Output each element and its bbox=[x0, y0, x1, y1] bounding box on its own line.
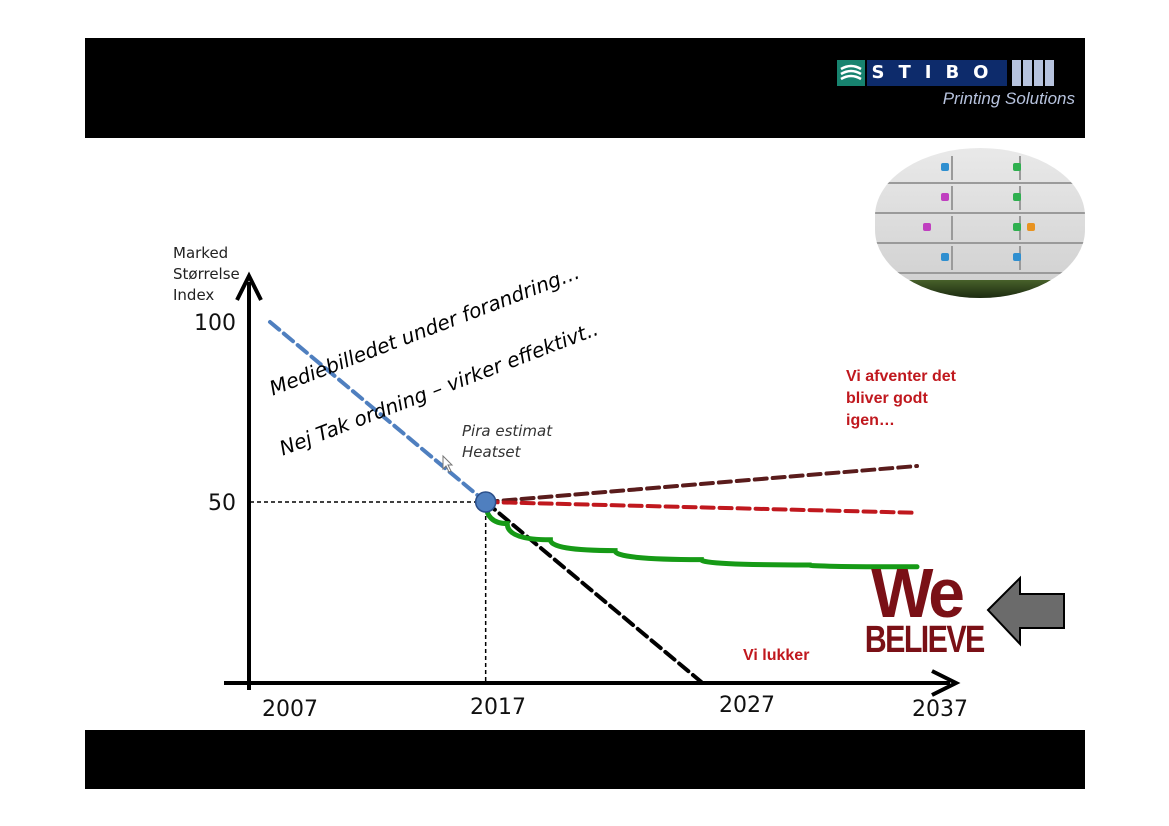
stibo-logo-icon bbox=[837, 60, 865, 86]
series-line-we-believe bbox=[483, 499, 920, 570]
y-label-line: Marked bbox=[173, 244, 229, 262]
estimate-marker bbox=[474, 491, 497, 513]
x-tick-label: 2007 bbox=[262, 697, 318, 722]
note-wait-line: bliver godt bbox=[846, 390, 928, 407]
we-text: We bbox=[871, 554, 965, 632]
x-tick-label: 2017 bbox=[470, 695, 526, 720]
note-wait-line: Vi afventer det bbox=[846, 368, 956, 385]
y-label-line: Størrelse bbox=[173, 265, 240, 283]
brand-name: STIBO bbox=[867, 60, 1007, 86]
mouse-cursor-icon bbox=[442, 454, 454, 473]
we-believe-logo: We BELIEVE bbox=[852, 554, 985, 661]
note-wait: Vi afventer det bliver godt igen… bbox=[846, 366, 956, 432]
y-axis-label: Marked Størrelse Index bbox=[173, 243, 240, 306]
estimate-label-line: Pira estimat bbox=[462, 422, 553, 440]
y-axis-arrow bbox=[235, 271, 263, 301]
mailbox-photo bbox=[875, 148, 1085, 298]
header-band bbox=[85, 38, 1085, 138]
series-line-close bbox=[483, 500, 704, 684]
x-axis-arrow bbox=[931, 669, 961, 697]
y-label-line: Index bbox=[173, 286, 215, 304]
series-line-flat bbox=[483, 500, 919, 515]
estimate-label: Pira estimat Heatset bbox=[462, 421, 552, 463]
x-tick-label: 2037 bbox=[912, 697, 968, 722]
series-line-wait-up bbox=[483, 464, 919, 504]
x-tick-label: 2027 bbox=[719, 693, 775, 718]
y-tick-label: 100 bbox=[194, 311, 236, 336]
brand-bars-icon bbox=[1012, 60, 1058, 86]
note-wait-line: igen… bbox=[846, 412, 895, 429]
footer-band bbox=[85, 730, 1085, 789]
estimate-label-line: Heatset bbox=[462, 443, 521, 461]
note-close: Vi lukker bbox=[743, 647, 810, 664]
brand-subtitle: Printing Solutions bbox=[942, 89, 1075, 108]
y-tick-label: 50 bbox=[208, 491, 236, 516]
arrow-left-icon bbox=[986, 575, 1065, 647]
believe-text: BELIEVE bbox=[864, 619, 985, 661]
